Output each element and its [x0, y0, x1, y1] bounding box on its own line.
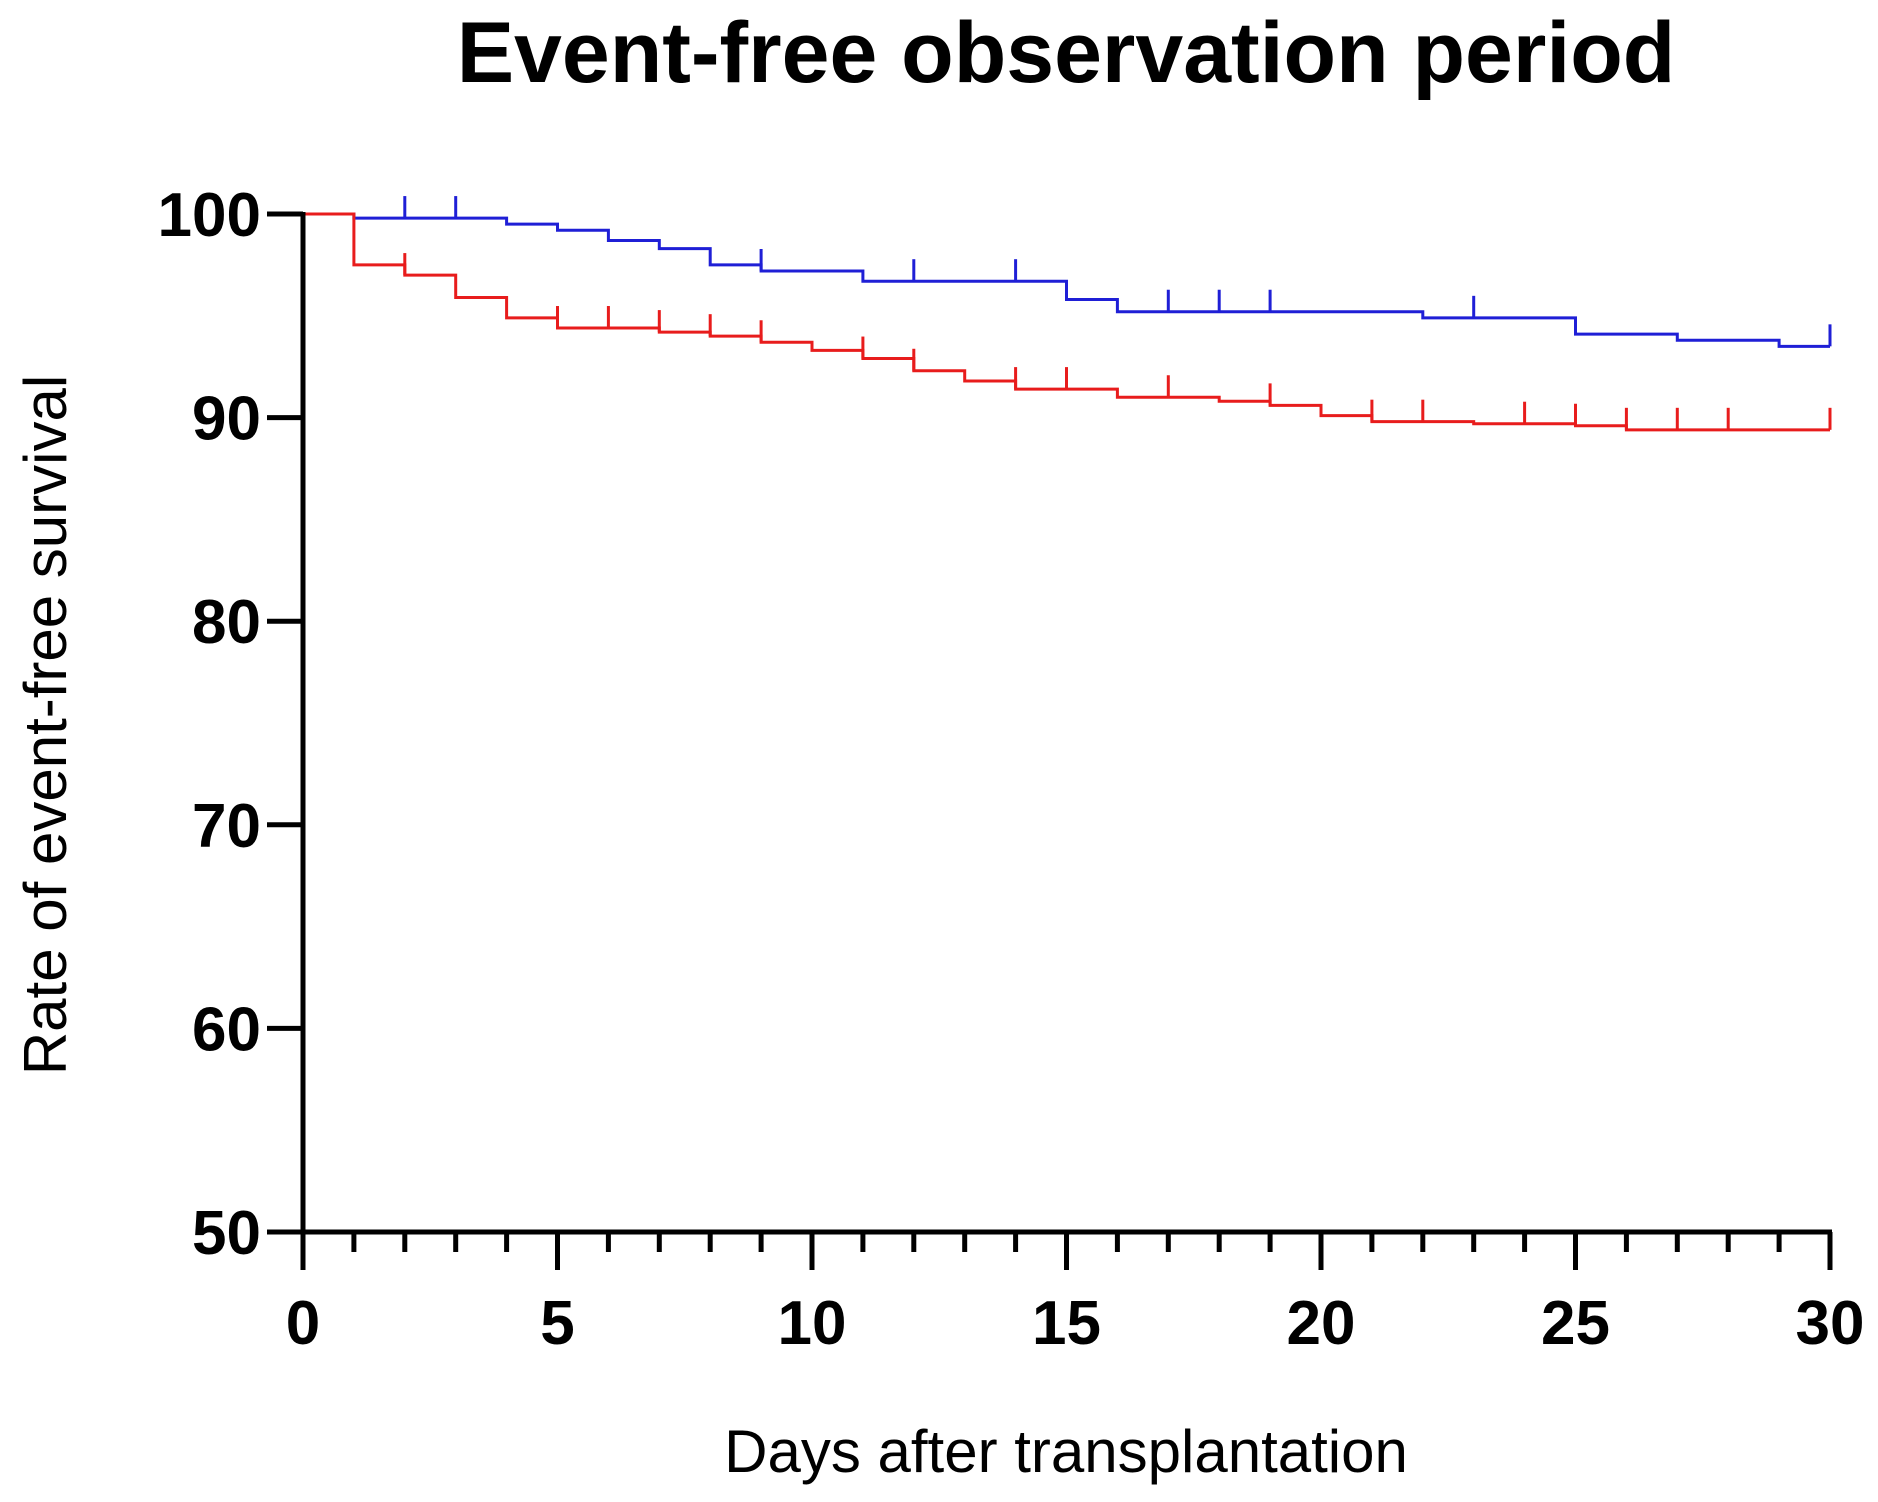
series-line-1	[303, 212, 1830, 432]
chart-title: Event-free observation period	[457, 5, 1676, 101]
y-tick-label-50: 50	[192, 1199, 261, 1268]
series-layer	[303, 196, 1832, 432]
x-tick-label-10: 10	[778, 1289, 847, 1358]
x-tick-label-0: 0	[286, 1289, 320, 1358]
series-line-0	[303, 212, 1830, 348]
x-tick-label-25: 25	[1541, 1289, 1610, 1358]
series-1	[303, 212, 1832, 432]
y-axis-label: Rate of event-free survival	[12, 375, 79, 1075]
x-tick-label-5: 5	[540, 1289, 574, 1358]
series-0	[303, 196, 1832, 348]
x-tick-label-30: 30	[1796, 1289, 1865, 1358]
y-tick-label-80: 80	[192, 588, 261, 657]
x-tick-label-15: 15	[1032, 1289, 1101, 1358]
x-axis-label: Days after transplantation	[724, 1418, 1408, 1485]
y-tick-label-70: 70	[192, 792, 261, 861]
y-tick-label-100: 100	[158, 181, 261, 250]
x-tick-label-20: 20	[1287, 1289, 1356, 1358]
y-tick-label-90: 90	[192, 385, 261, 454]
axes-layer: 50 60 70 80 90 100 0 5 10 15 20 25 30	[158, 181, 1865, 1358]
y-tick-label-60: 60	[192, 995, 261, 1064]
